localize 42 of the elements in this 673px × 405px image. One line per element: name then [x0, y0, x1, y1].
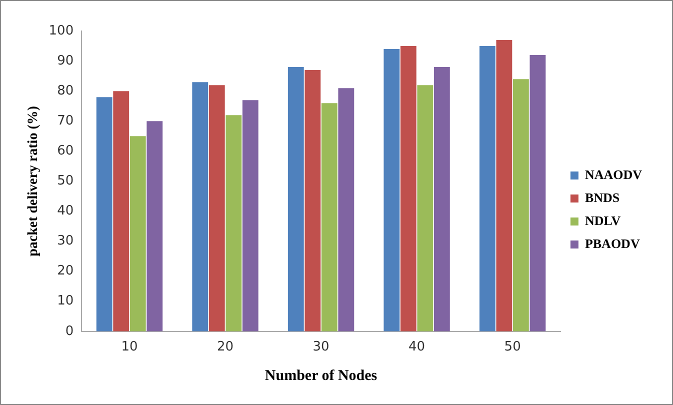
- y-tick-label: 40: [57, 204, 74, 219]
- bar: [479, 46, 496, 332]
- bar: [321, 103, 338, 332]
- x-tick-label: 40: [408, 340, 426, 355]
- bar: [304, 70, 321, 332]
- bar: [192, 82, 208, 332]
- bar: [434, 67, 450, 332]
- bar: [496, 40, 512, 332]
- y-tick-label: 60: [57, 144, 74, 159]
- y-tick-label: 0: [65, 324, 74, 339]
- bar: [338, 88, 354, 332]
- bar: [146, 121, 163, 332]
- bar: [512, 79, 529, 332]
- legend-label: PBAODV: [584, 236, 640, 251]
- x-tick-label: 20: [216, 340, 234, 355]
- bar: [96, 97, 112, 332]
- legend-label: NAAODV: [584, 166, 643, 182]
- y-tick-label: 10: [57, 294, 74, 309]
- y-tick-label: 20: [57, 264, 74, 279]
- bar: [130, 136, 146, 332]
- x-tick-label: 10: [121, 340, 138, 355]
- x-tick-label: 30: [312, 340, 330, 355]
- bar: [417, 85, 434, 332]
- y-tick-label: 100: [48, 23, 74, 38]
- bar: [288, 67, 304, 332]
- y-tick-label: 30: [57, 234, 74, 249]
- y-tick-label: 50: [57, 174, 74, 189]
- legend-label: BNDS: [584, 190, 620, 205]
- bar: [113, 91, 130, 332]
- bar: [400, 46, 416, 332]
- bar: [208, 85, 225, 332]
- legend-label: NDLV: [584, 212, 622, 228]
- bar: [242, 100, 258, 332]
- y-tick-label: 80: [57, 83, 74, 98]
- bar: [384, 49, 400, 332]
- y-axis-title: packet delivery ratio (%): [26, 106, 42, 256]
- y-tick-label: 70: [57, 113, 74, 128]
- y-tick-label: 90: [57, 53, 74, 68]
- bar: [530, 55, 546, 332]
- bar: [226, 115, 242, 332]
- x-axis-title: Number of Nodes: [264, 368, 378, 384]
- x-tick-label: 50: [504, 340, 521, 355]
